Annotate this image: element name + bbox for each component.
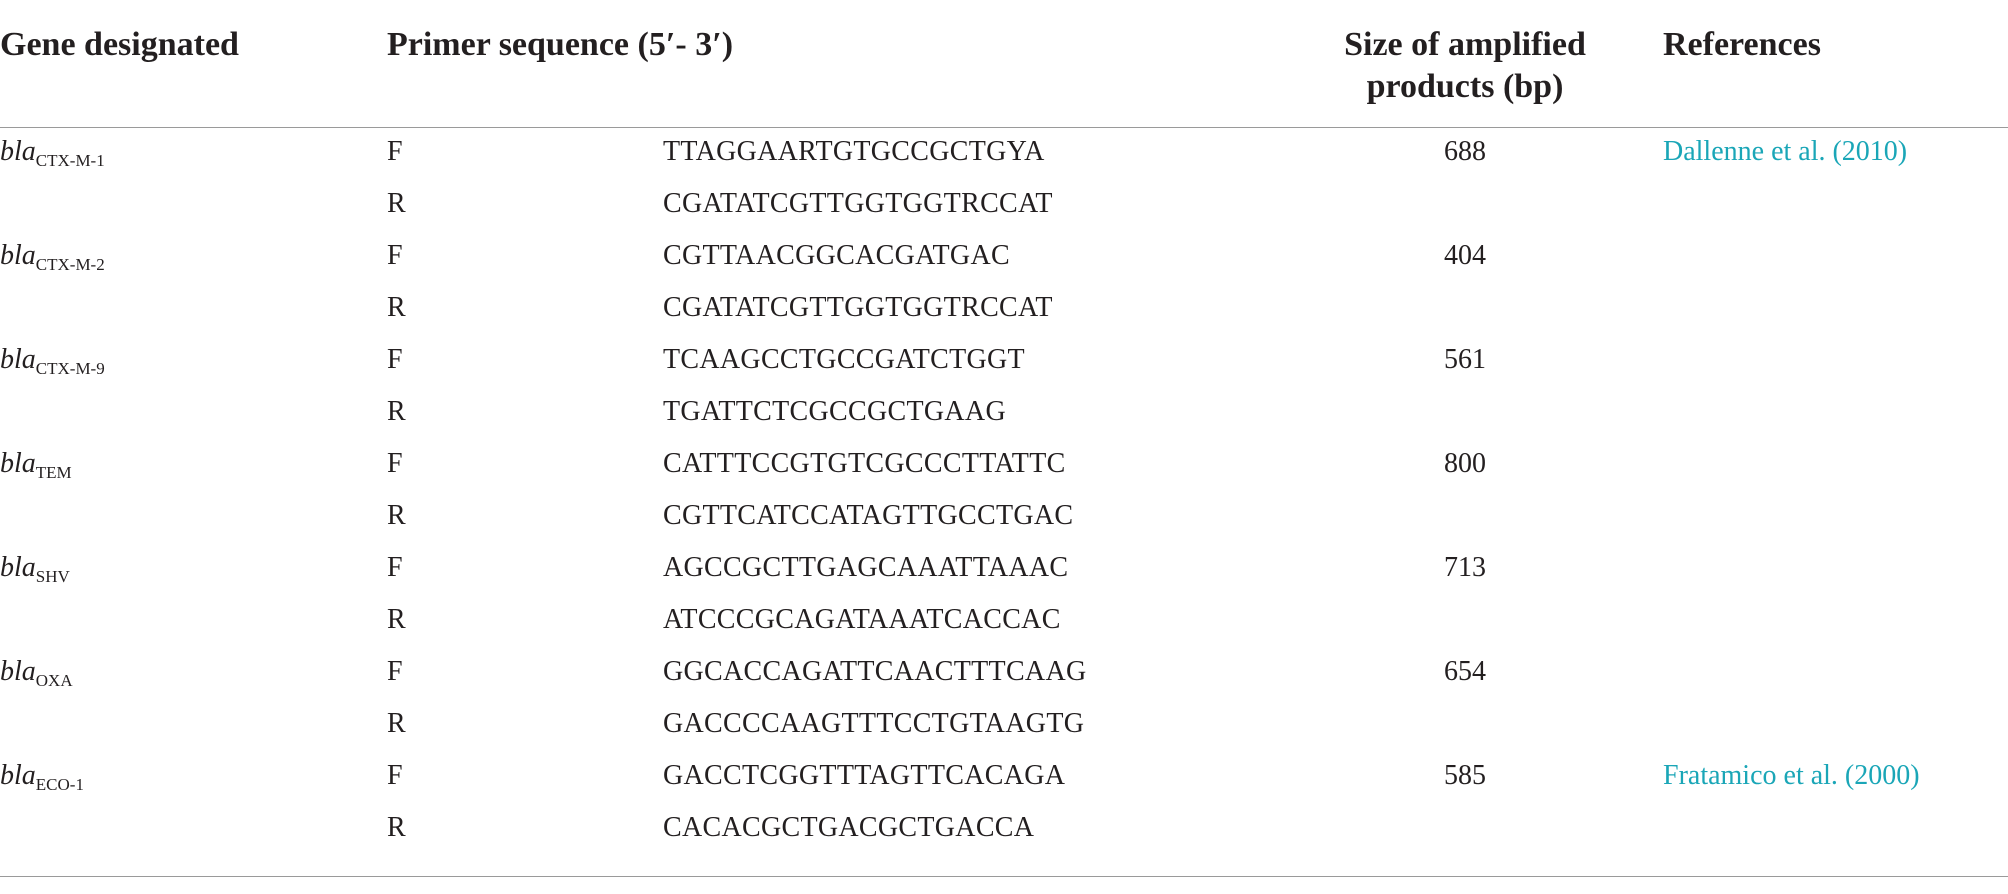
- table-row: blaCTX-M-2 F CGTTAACGGCACGATGAC 404: [0, 230, 2008, 282]
- gene-prefix: bla: [0, 344, 36, 375]
- primer-sequence: TGATTCTCGCCGCTGAAG: [663, 396, 1006, 427]
- primer-sequence: CGTTCATCCATAGTTGCCTGAC: [663, 500, 1074, 531]
- table-row: blaOXA F GGCACCAGATTCAACTTTCAAG 654: [0, 646, 2008, 698]
- primer-sequence: AGCCGCTTGAGCAAATTAAAC: [663, 552, 1069, 583]
- primer-sequence: GACCTCGGTTTAGTTCACAGA: [663, 760, 1066, 791]
- table-row: R ATCCCGCAGATAAATCACCAC: [0, 594, 2008, 646]
- primer-direction: R: [387, 396, 406, 427]
- primer-direction: F: [387, 448, 403, 479]
- gene-prefix: bla: [0, 136, 36, 167]
- gene-subscript: OXA: [35, 671, 73, 690]
- table-row: R CACACGCTGACGCTGACCA: [0, 802, 2008, 854]
- primer-sequence: CGTTAACGGCACGATGAC: [663, 240, 1010, 271]
- table-row: blaTEM F CATTTCCGTGTCGCCCTTATTC 800: [0, 438, 2008, 490]
- gene-prefix: bla: [0, 240, 36, 271]
- primer-sequence: CACACGCTGACGCTGACCA: [663, 812, 1035, 843]
- amplicon-size: 688: [1444, 136, 1486, 167]
- table-row: R GACCCCAAGTTTCCTGTAAGTG: [0, 698, 2008, 750]
- primer-direction: R: [387, 708, 406, 739]
- primer-sequence: CGATATCGTTGGTGGTRCCAT: [663, 188, 1053, 219]
- gene-subscript: TEM: [35, 463, 72, 482]
- amplicon-size: 404: [1444, 240, 1486, 271]
- primer-direction: R: [387, 188, 406, 219]
- header-size: Size of amplified products (bp): [1305, 24, 1625, 108]
- primer-sequence: ATCCCGCAGATAAATCACCAC: [663, 604, 1061, 635]
- table-body: blaCTX-M-1 F TTAGGAARTGTGCCGCTGYA 688 Dallen…: [0, 128, 2008, 877]
- primer-sequence: GACCCCAAGTTTCCTGTAAGTG: [663, 708, 1085, 739]
- primer-sequence: TCAAGCCTGCCGATCTGGT: [663, 344, 1025, 375]
- primer-sequence: CATTTCCGTGTCGCCCTTATTC: [663, 448, 1066, 479]
- header-size-line1: Size of amplified: [1344, 26, 1586, 63]
- gene-cell: blaCTX-M-2: [0, 230, 105, 291]
- gene-cell: blaTEM: [0, 438, 72, 499]
- gene-subscript: ECO-1: [35, 775, 84, 794]
- reference-link[interactable]: Fratamico et al. (2000): [1663, 760, 1920, 791]
- amplicon-size: 713: [1444, 552, 1486, 583]
- table-row: R CGTTCATCCATAGTTGCCTGAC: [0, 490, 2008, 542]
- table-row: R CGATATCGTTGGTGGTRCCAT: [0, 178, 2008, 230]
- table-row: blaCTX-M-1 F TTAGGAARTGTGCCGCTGYA 688 Dallen…: [0, 126, 2008, 178]
- primer-direction: F: [387, 240, 403, 271]
- primer-direction: F: [387, 760, 403, 791]
- primer-direction: F: [387, 656, 403, 687]
- amplicon-size: 654: [1444, 656, 1486, 687]
- primer-sequence: TTAGGAARTGTGCCGCTGYA: [663, 136, 1045, 167]
- gene-subscript: CTX-M-2: [35, 255, 105, 274]
- gene-prefix: bla: [0, 760, 36, 791]
- gene-cell: blaSHV: [0, 542, 70, 603]
- header-references: References: [1663, 26, 1821, 63]
- reference-link[interactable]: Dallenne et al. (2010): [1663, 136, 1908, 167]
- gene-prefix: bla: [0, 656, 36, 687]
- amplicon-size: 585: [1444, 760, 1486, 791]
- primer-sequence: GGCACCAGATTCAACTTTCAAG: [663, 656, 1087, 687]
- primer-direction: R: [387, 292, 406, 323]
- gene-subscript: CTX-M-1: [35, 151, 105, 170]
- gene-cell: blaCTX-M-1: [0, 126, 105, 187]
- gene-cell: blaCTX-M-9: [0, 334, 105, 395]
- primer-direction: R: [387, 604, 406, 635]
- primer-direction: F: [387, 344, 403, 375]
- header-primer-sequence: Primer sequence (5′- 3′): [387, 26, 734, 63]
- gene-prefix: bla: [0, 448, 36, 479]
- gene-cell: blaOXA: [0, 646, 73, 707]
- primer-direction: R: [387, 500, 406, 531]
- primer-direction: R: [387, 812, 406, 843]
- header-size-line2: products (bp): [1366, 68, 1564, 105]
- amplicon-size: 561: [1444, 344, 1486, 375]
- amplicon-size: 800: [1444, 448, 1486, 479]
- gene-subscript: CTX-M-9: [35, 359, 105, 378]
- gene-cell: blaECO-1: [0, 750, 84, 811]
- primer-sequence: CGATATCGTTGGTGGTRCCAT: [663, 292, 1053, 323]
- table-row: R CGATATCGTTGGTGGTRCCAT: [0, 282, 2008, 334]
- table-row: R TGATTCTCGCCGCTGAAG: [0, 386, 2008, 438]
- primer-direction: F: [387, 136, 403, 167]
- primer-direction: F: [387, 552, 403, 583]
- header-gene-designated: Gene designated: [0, 26, 239, 63]
- gene-subscript: SHV: [35, 567, 70, 586]
- gene-prefix: bla: [0, 552, 36, 583]
- table-row: blaCTX-M-9 F TCAAGCCTGCCGATCTGGT 561: [0, 334, 2008, 386]
- table-row: blaECO-1 F GACCTCGGTTTAGTTCACAGA 585 Fratami…: [0, 750, 2008, 802]
- table-row: blaSHV F AGCCGCTTGAGCAAATTAAAC 713: [0, 542, 2008, 594]
- table-header: Gene designated Primer sequence (5′- 3′)…: [0, 0, 2008, 128]
